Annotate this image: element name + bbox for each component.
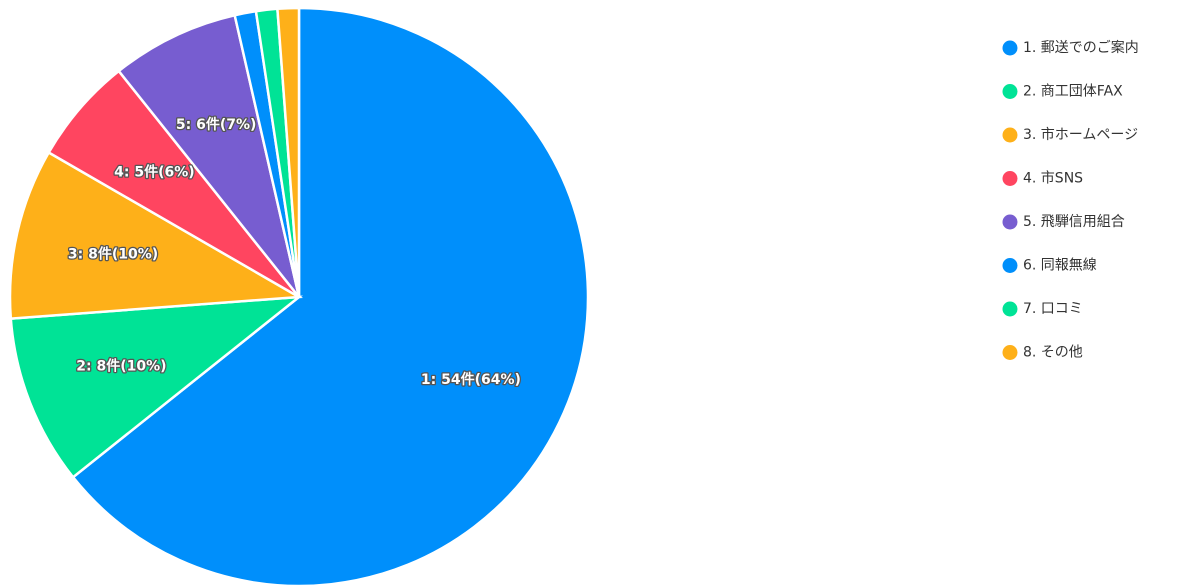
legend-marker-2 xyxy=(1002,84,1018,99)
legend-label-6: 6. 同報無線 xyxy=(1023,258,1097,274)
data-label-5: 5: 6件(7%) xyxy=(176,116,257,133)
legend-label-3: 3. 市ホームページ xyxy=(1023,126,1138,143)
legend-label-8: 8. その他 xyxy=(1023,345,1083,361)
pie-slices xyxy=(8,6,590,586)
data-label-4: 4: 5件(6%) xyxy=(114,164,195,181)
legend-marker-4 xyxy=(1002,171,1018,186)
legend-label-5: 5. 飛騨信用組合 xyxy=(1023,214,1125,230)
legend-marker-3 xyxy=(1002,127,1018,143)
legend-label-4: 4. 市SNS xyxy=(1023,170,1083,187)
legend-item-8[interactable]: 8. その他 xyxy=(1002,345,1083,361)
data-label-1: 1: 54件(64%) xyxy=(421,371,521,388)
legend-item-6[interactable]: 6. 同報無線 xyxy=(1002,258,1097,274)
pie-slice-5[interactable] xyxy=(117,13,301,298)
data-label-2: 2: 8件(10%) xyxy=(76,358,166,375)
legend-label-7: 7. 口コミ xyxy=(1023,301,1083,317)
legend-marker-1 xyxy=(1002,40,1018,56)
legend-marker-5 xyxy=(1002,214,1018,230)
legend-item-5[interactable]: 5. 飛騨信用組合 xyxy=(1002,214,1125,230)
legend-label-2: 2. 商工団体FAX xyxy=(1023,84,1123,100)
pie-slice-8[interactable] xyxy=(276,6,301,298)
legend-item-2[interactable]: 2. 商工団体FAX xyxy=(1002,84,1124,100)
legend-label-1: 1. 郵送でのご案内 xyxy=(1023,39,1139,56)
legend-marker-8 xyxy=(1002,345,1018,360)
legend-marker-7 xyxy=(1002,301,1018,317)
legend-item-7[interactable]: 7. 口コミ xyxy=(1002,301,1083,317)
legend-item-1[interactable]: 1. 郵送でのご案内 xyxy=(1002,39,1139,56)
pie-slice-1[interactable] xyxy=(71,6,590,586)
legend-marker-6 xyxy=(1002,258,1018,273)
legend-item-4[interactable]: 4. 市SNS xyxy=(1002,170,1084,187)
pie-data-labels: 1: 54件(64%) 2: 8件(10%) 3: 8件(10%) 4: 5件(6%)… xyxy=(67,115,523,389)
legend: 1. 郵送でのご案内 2. 商工団体FAX 3. 市ホームページ 4. 市SNS 5. … xyxy=(1002,39,1139,361)
pie-slice-2[interactable] xyxy=(9,295,303,479)
legend-item-3[interactable]: 3. 市ホームページ xyxy=(1002,126,1139,143)
data-label-3: 3: 8件(10%) xyxy=(68,246,158,263)
pie-slice-3[interactable] xyxy=(8,150,304,320)
